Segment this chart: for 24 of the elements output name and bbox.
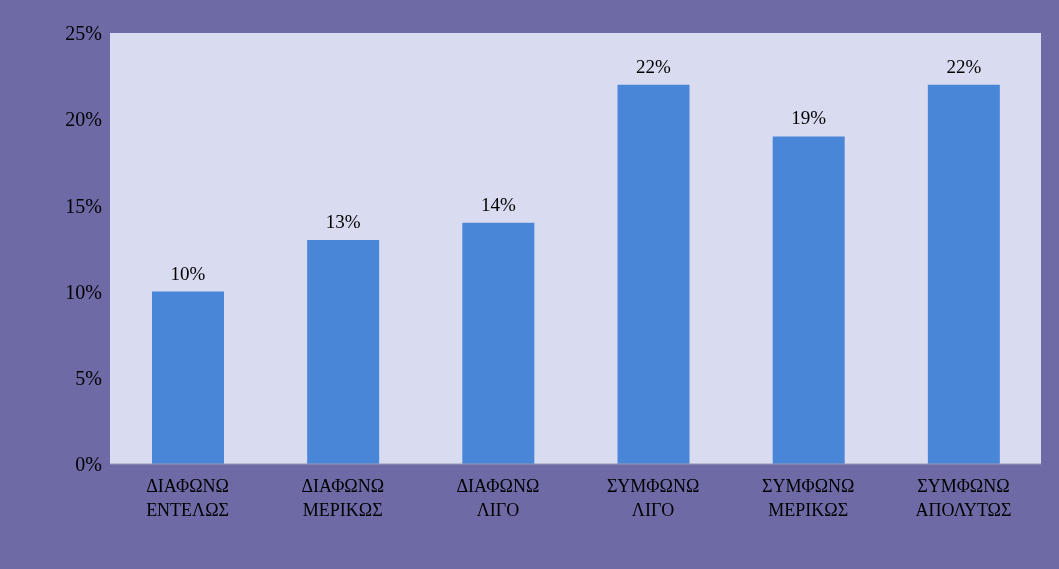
x-tick-label: ΔΙΑΦΩΝΩ ΕΝΤΕΛΩΣ (146, 476, 230, 520)
y-tick-label: 10% (65, 280, 102, 303)
y-tick-label: 0% (75, 453, 102, 476)
data-label: 14% (480, 193, 516, 215)
bar (772, 136, 845, 464)
bar (927, 84, 1000, 464)
data-label: 22% (946, 55, 982, 77)
bar (152, 291, 224, 464)
bar (307, 239, 380, 464)
y-tick-label: 5% (75, 366, 102, 389)
data-label: 19% (791, 107, 827, 129)
data-label: 13% (325, 210, 361, 232)
bar (462, 222, 535, 464)
data-label: 10% (170, 262, 206, 284)
x-tick-label: ΔΙΑΦΩΝΩ ΛΙΓΟ (456, 476, 540, 520)
x-tick-label: ΣΥΜΦΩΝΩ ΜΕΡΙΚΩΣ (762, 476, 855, 520)
x-tick-label: ΣΥΜΦΩΝΩ ΑΠΟΛΥΤΩΣ (915, 476, 1012, 520)
bar (617, 84, 690, 464)
y-tick-label: 20% (65, 108, 102, 131)
y-tick-label: 25% (65, 22, 102, 45)
data-label: 22% (636, 55, 672, 77)
x-tick-label: ΣΥΜΦΩΝΩ ΛΙΓΟ (606, 476, 700, 520)
y-tick-label: 15% (65, 194, 102, 217)
x-tick-label: ΔΙΑΦΩΝΩ ΜΕΡΙΚΩΣ (301, 476, 385, 520)
